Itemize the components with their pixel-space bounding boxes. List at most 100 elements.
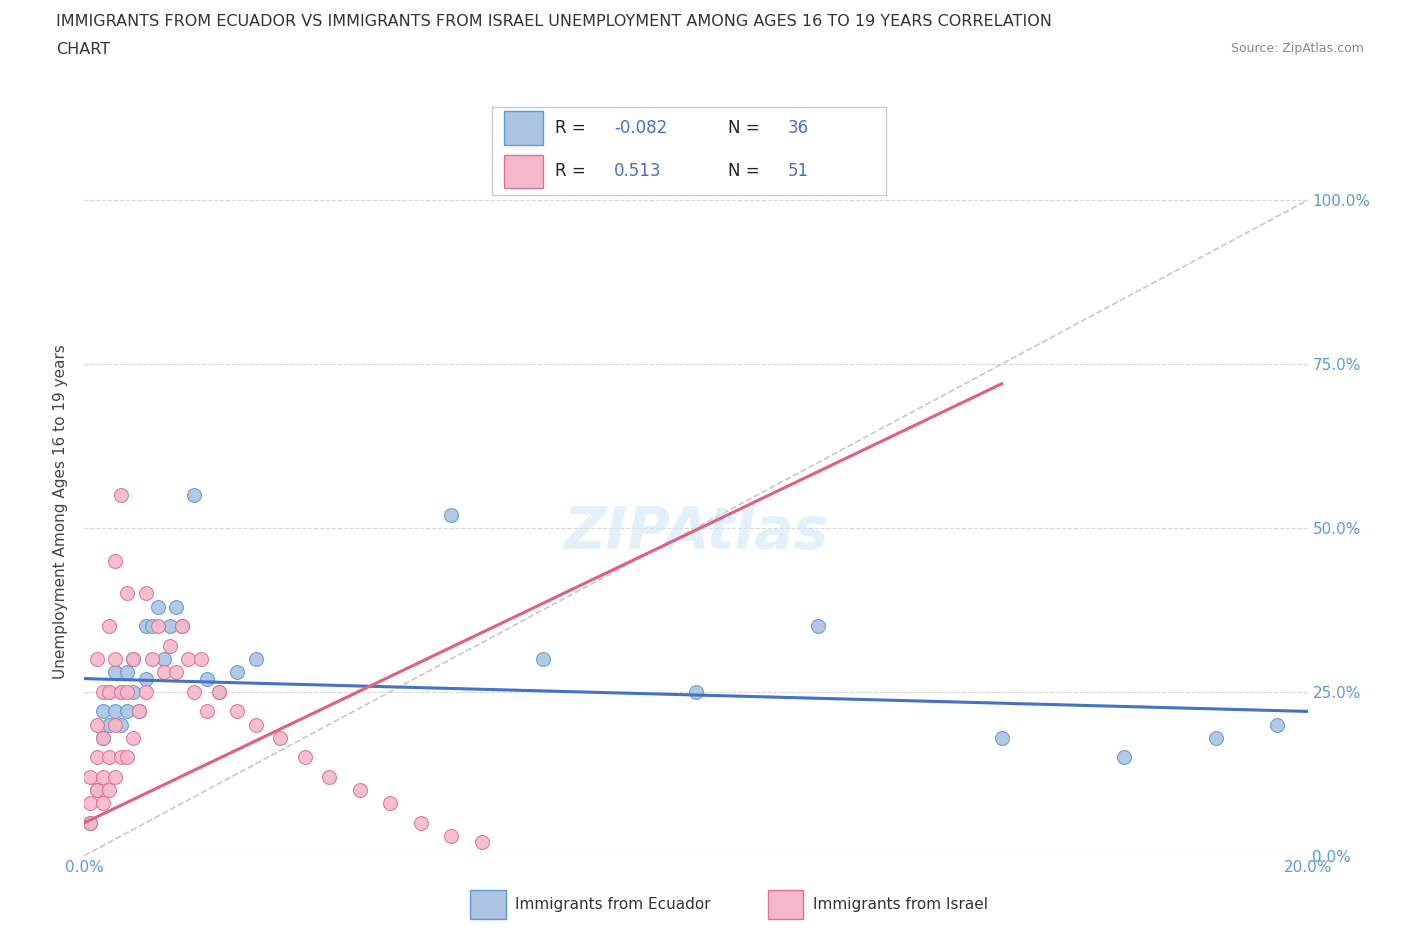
FancyBboxPatch shape [503, 154, 543, 188]
Point [91, 684, 114, 699]
Point [122, 652, 145, 667]
Point [128, 704, 150, 719]
Text: Immigrants from Ecuador: Immigrants from Ecuador [516, 897, 711, 912]
Point [115, 684, 138, 699]
Text: ZIPAtlas: ZIPAtlas [564, 504, 828, 561]
Point [122, 730, 145, 745]
Point [245, 717, 267, 732]
Point [195, 671, 218, 686]
Point [807, 618, 830, 633]
Point [79, 796, 101, 811]
Text: 36: 36 [787, 119, 808, 137]
Point [349, 783, 371, 798]
Text: 51: 51 [787, 163, 808, 180]
Point [115, 665, 138, 680]
Point [1205, 730, 1227, 745]
Point [97, 783, 120, 798]
Point [115, 750, 138, 764]
Point [79, 769, 101, 784]
Point [135, 671, 157, 686]
Point [79, 816, 101, 830]
Point [1265, 717, 1288, 732]
Text: Immigrants from Israel: Immigrants from Israel [813, 897, 988, 912]
Point [97, 618, 120, 633]
Point [97, 684, 120, 699]
Point [110, 750, 132, 764]
Point [183, 684, 205, 699]
Point [128, 704, 150, 719]
Point [471, 835, 494, 850]
Point [440, 508, 463, 523]
FancyBboxPatch shape [768, 890, 803, 919]
FancyBboxPatch shape [503, 112, 543, 145]
Point [153, 665, 176, 680]
Point [110, 487, 132, 502]
Point [110, 684, 132, 699]
Point [86, 783, 108, 798]
Point [104, 704, 127, 719]
Point [195, 704, 218, 719]
Point [115, 586, 138, 601]
Point [172, 618, 194, 633]
Point [991, 730, 1014, 745]
Point [91, 730, 114, 745]
Point [135, 618, 157, 633]
Point [208, 684, 231, 699]
Point [685, 684, 707, 699]
Point [159, 618, 181, 633]
Text: Source: ZipAtlas.com: Source: ZipAtlas.com [1230, 42, 1364, 55]
Point [79, 816, 101, 830]
Point [531, 652, 554, 667]
Point [190, 652, 212, 667]
Point [380, 796, 402, 811]
Point [159, 638, 181, 653]
Point [183, 487, 205, 502]
Point [104, 717, 127, 732]
Point [104, 769, 127, 784]
Point [122, 652, 145, 667]
Point [97, 717, 120, 732]
Point [97, 750, 120, 764]
Point [86, 717, 108, 732]
Point [122, 684, 145, 699]
Text: 0.513: 0.513 [614, 163, 662, 180]
Text: N =: N = [728, 163, 759, 180]
Text: -0.082: -0.082 [614, 119, 668, 137]
Text: R =: R = [555, 119, 586, 137]
Point [86, 783, 108, 798]
Point [294, 750, 316, 764]
Point [135, 586, 157, 601]
Point [110, 684, 132, 699]
Point [269, 730, 291, 745]
Point [153, 652, 176, 667]
Point [208, 684, 231, 699]
Point [165, 665, 187, 680]
Y-axis label: Unemployment Among Ages 16 to 19 years: Unemployment Among Ages 16 to 19 years [53, 344, 69, 679]
Point [104, 665, 127, 680]
Text: CHART: CHART [56, 42, 110, 57]
Point [86, 652, 108, 667]
Text: N =: N = [728, 119, 759, 137]
Point [141, 652, 163, 667]
Point [245, 652, 267, 667]
Point [318, 769, 340, 784]
Point [165, 599, 187, 614]
Point [177, 652, 200, 667]
Point [172, 618, 194, 633]
Point [409, 816, 432, 830]
Text: IMMIGRANTS FROM ECUADOR VS IMMIGRANTS FROM ISRAEL UNEMPLOYMENT AMONG AGES 16 TO : IMMIGRANTS FROM ECUADOR VS IMMIGRANTS FR… [56, 14, 1052, 29]
Point [226, 665, 249, 680]
Point [97, 684, 120, 699]
Point [115, 704, 138, 719]
FancyBboxPatch shape [470, 890, 506, 919]
Point [104, 652, 127, 667]
Point [146, 618, 169, 633]
Point [1114, 750, 1136, 764]
Point [91, 769, 114, 784]
Point [226, 704, 249, 719]
Point [440, 829, 463, 844]
Point [110, 717, 132, 732]
Point [141, 618, 163, 633]
Point [146, 599, 169, 614]
Text: R =: R = [555, 163, 586, 180]
